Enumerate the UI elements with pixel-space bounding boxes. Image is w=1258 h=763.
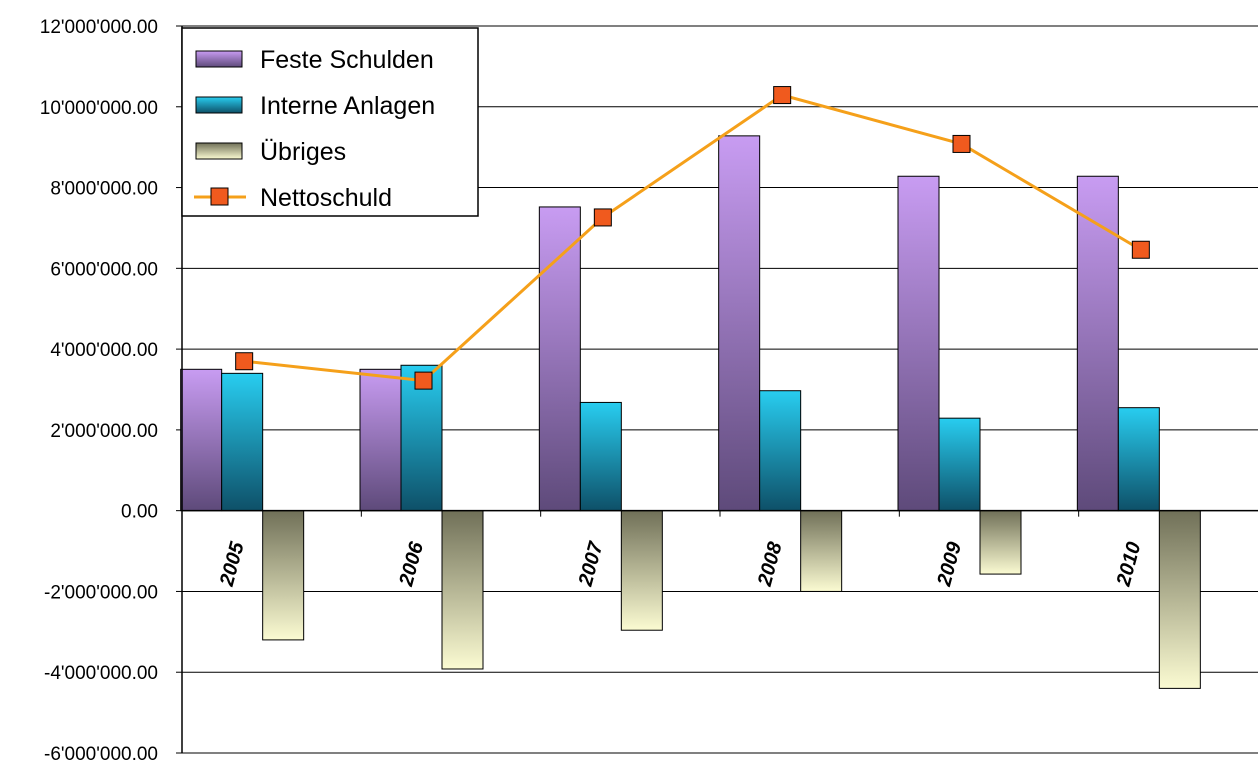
- nettoschuld-marker-2005: [235, 352, 254, 371]
- y-tick-label: 4'000'000.00: [50, 340, 158, 361]
- bar-ubriges-2005: [262, 510, 305, 641]
- bar-feste-schulden-2007: [538, 206, 581, 512]
- nettoschuld-marker-2010: [1131, 240, 1150, 259]
- bar-feste-schulden-2008: [718, 135, 761, 512]
- y-tick-label: 10'000'000.00: [40, 98, 158, 119]
- y-tick-label: 2'000'000.00: [50, 421, 158, 442]
- bar-interne-anlagen-2008: [759, 390, 802, 512]
- nettoschuld-marker-2007: [593, 208, 612, 227]
- bar-ubriges-2008: [800, 510, 843, 592]
- bar-interne-anlagen-2007: [579, 401, 622, 512]
- legend: Feste Schulden Interne Anlagen Übriges N…: [181, 27, 479, 217]
- bar-feste-schulden-2010: [1076, 175, 1119, 512]
- x-tick-label: 2010: [1112, 540, 1145, 590]
- bar-interne-anlagen-2010: [1117, 407, 1160, 512]
- y-tick-label: 12'000'000.00: [40, 17, 158, 38]
- nettoschuld-line: [235, 86, 1150, 390]
- bar-interne-anlagen-2005: [221, 372, 264, 512]
- y-tick-label: 6'000'000.00: [50, 259, 158, 280]
- bar-ubriges-2007: [620, 510, 663, 631]
- nettoschuld-marker-2008: [773, 86, 792, 105]
- bar-ubriges-2009: [979, 510, 1022, 575]
- bars: [180, 135, 1201, 689]
- y-tick-label: 0.00: [121, 502, 158, 523]
- legend-label-interne-anlagen: Interne Anlagen: [260, 92, 435, 120]
- bar-feste-schulden-2005: [180, 368, 223, 512]
- bar-ubriges-2006: [441, 510, 484, 670]
- x-tick-label: 2009: [933, 539, 966, 589]
- legend-label-feste-schulden: Feste Schulden: [260, 46, 434, 74]
- legend-swatch-ubriges: [195, 142, 243, 160]
- legend-swatch-interne-anlagen: [195, 96, 243, 114]
- x-axis-tick-labels: 2005 2006 2007 2008 2009 2010: [216, 539, 1146, 589]
- y-axis-tick-labels: 12'000'000.00 10'000'000.00 8'000'000.00 6'…: [40, 17, 158, 763]
- bar-feste-schulden-2006: [359, 368, 402, 512]
- legend-label-nettoschuld: Nettoschuld: [260, 184, 392, 212]
- legend-marker-nettoschuld: [210, 187, 229, 206]
- legend-swatch-feste-schulden: [195, 50, 243, 68]
- x-tick-label: 2005: [216, 539, 249, 589]
- y-tick-label: -6'000'000.00: [44, 744, 158, 763]
- y-tick-label: -2'000'000.00: [44, 582, 158, 603]
- nettoschuld-marker-2009: [952, 134, 971, 153]
- x-tick-label: 2006: [395, 539, 428, 589]
- x-tick-label: 2007: [574, 539, 607, 589]
- bar-ubriges-2010: [1158, 510, 1201, 689]
- nettoschuld-marker-2006: [414, 371, 433, 390]
- y-tick-label: 8'000'000.00: [50, 179, 158, 200]
- y-tick-label: -4'000'000.00: [44, 663, 158, 684]
- legend-label-ubriges: Übriges: [260, 138, 346, 166]
- nettoschuld-polyline: [244, 93, 1142, 383]
- bar-feste-schulden-2009: [897, 175, 940, 512]
- bar-interne-anlagen-2009: [938, 417, 981, 512]
- x-tick-label: 2008: [754, 539, 787, 589]
